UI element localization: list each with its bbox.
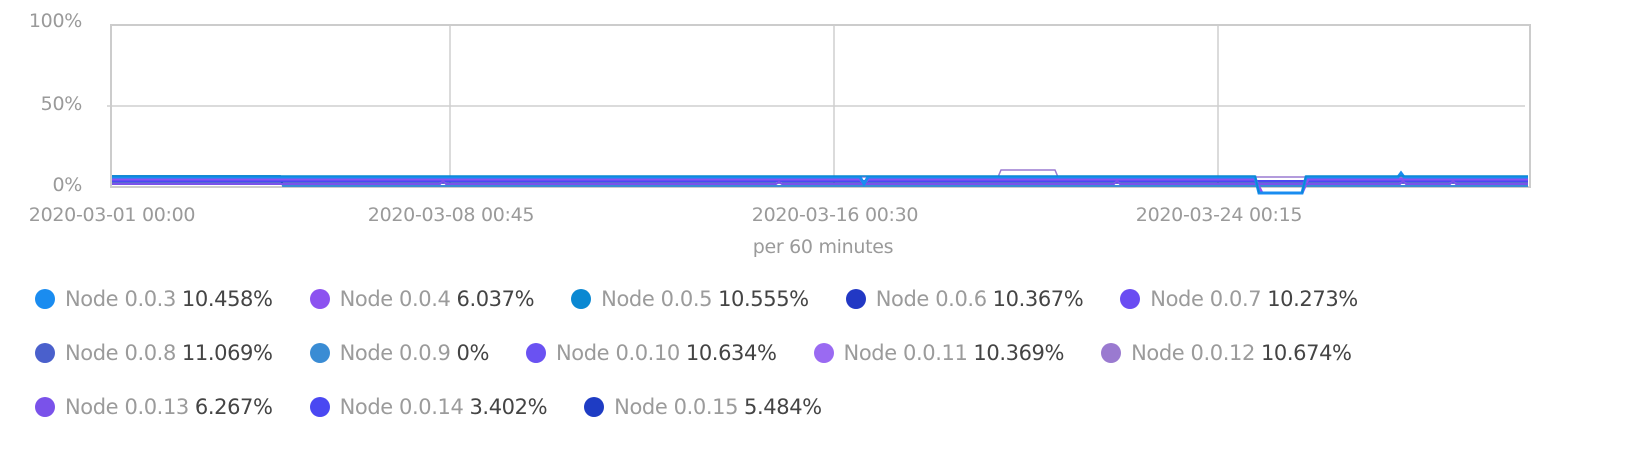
series-node-0-0-5 — [112, 175, 1528, 194]
series-node-0-0-13 — [112, 179, 1528, 185]
legend-row: Node 0.0.8 11.069% Node 0.0.9 0% Node 0.… — [35, 326, 1595, 380]
legend-row: Node 0.0.13 6.267% Node 0.0.14 3.402% No… — [35, 380, 1595, 434]
legend-label: Node 0.0.8 — [65, 341, 176, 365]
legend-label: Node 0.0.7 — [1150, 287, 1262, 311]
series-dot-icon — [35, 397, 55, 417]
legend-value: 10.634% — [685, 341, 777, 365]
legend-value: 5.484% — [744, 395, 822, 419]
legend-item-node-0-0-7[interactable]: Node 0.0.7 10.273% — [1120, 287, 1358, 311]
series-dot-icon — [35, 289, 55, 309]
x-axis-title: per 60 minutes — [752, 236, 894, 258]
legend-value: 11.069% — [181, 341, 273, 365]
plot-area[interactable] — [0, 0, 1630, 200]
gridlines — [107, 25, 1525, 187]
legend-label: Node 0.0.13 — [65, 395, 189, 419]
legend-item-node-0-0-8[interactable]: Node 0.0.8 11.069% — [35, 341, 273, 365]
legend-label: Node 0.0.9 — [339, 341, 451, 365]
x-tick-3: 2020-03-24 00:15 — [1135, 204, 1303, 226]
y-tick-100: 100% — [28, 10, 82, 32]
series-dot-icon — [526, 343, 546, 363]
legend-row: Node 0.0.3 10.458% Node 0.0.4 6.037% Nod… — [35, 272, 1595, 326]
legend-label: Node 0.0.10 — [556, 341, 680, 365]
legend-label: Node 0.0.12 — [1131, 341, 1255, 365]
series-dot-icon — [584, 397, 605, 417]
legend-label: Node 0.0.4 — [339, 287, 451, 311]
legend-value: 10.458% — [181, 287, 273, 311]
series-dot-icon — [309, 397, 330, 417]
series-dot-icon — [571, 289, 592, 309]
x-tick-1: 2020-03-08 00:45 — [367, 204, 535, 226]
series-node-0-0-3 — [112, 170, 1528, 195]
x-tick-2: 2020-03-16 00:30 — [751, 204, 919, 226]
legend-item-node-0-0-5[interactable]: Node 0.0.5 10.555% — [571, 287, 809, 311]
series-dot-icon — [1120, 289, 1141, 309]
y-tick-50: 50% — [40, 93, 83, 115]
legend-item-node-0-0-12[interactable]: Node 0.0.12 10.674% — [1101, 341, 1352, 365]
series-dot-icon — [35, 343, 55, 363]
legend-label: Node 0.0.3 — [65, 287, 176, 311]
legend-label: Node 0.0.15 — [614, 395, 739, 419]
legend-value: 10.367% — [992, 287, 1084, 311]
series-dot-icon — [845, 289, 866, 309]
legend-item-node-0-0-14[interactable]: Node 0.0.14 3.402% — [309, 395, 548, 419]
legend-item-node-0-0-13[interactable]: Node 0.0.13 6.267% — [35, 395, 273, 419]
series-dot-icon — [309, 343, 330, 363]
series-dot-icon — [1101, 343, 1122, 363]
legend-label: Node 0.0.14 — [339, 395, 464, 419]
legend-value: 10.555% — [718, 287, 809, 311]
legend-value: 3.402% — [469, 395, 548, 419]
legend-value: 6.037% — [456, 287, 535, 311]
legend-value: 10.674% — [1260, 341, 1352, 365]
legend-label: Node 0.0.11 — [843, 341, 968, 365]
x-tick-0: 2020-03-01 00:00 — [28, 204, 196, 226]
series-lines — [112, 169, 1528, 195]
legend-item-node-0-0-9[interactable]: Node 0.0.9 0% — [309, 341, 489, 365]
series-dot-icon — [309, 289, 330, 309]
legend-item-node-0-0-4[interactable]: Node 0.0.4 6.037% — [309, 287, 535, 311]
legend: Node 0.0.3 10.458% Node 0.0.4 6.037% Nod… — [35, 272, 1595, 434]
y-tick-0: 0% — [52, 174, 82, 196]
legend-item-node-0-0-15[interactable]: Node 0.0.15 5.484% — [584, 395, 822, 419]
legend-item-node-0-0-10[interactable]: Node 0.0.10 10.634% — [526, 341, 777, 365]
legend-item-node-0-0-3[interactable]: Node 0.0.3 10.458% — [35, 287, 273, 311]
legend-value: 0% — [456, 341, 489, 365]
legend-value: 10.273% — [1267, 287, 1358, 311]
series-dot-icon — [813, 343, 834, 363]
legend-label: Node 0.0.5 — [601, 287, 713, 311]
legend-label: Node 0.0.6 — [875, 287, 987, 311]
legend-value: 10.369% — [973, 341, 1065, 365]
legend-item-node-0-0-11[interactable]: Node 0.0.11 10.369% — [813, 341, 1065, 365]
legend-item-node-0-0-6[interactable]: Node 0.0.6 10.367% — [845, 287, 1084, 311]
legend-value: 6.267% — [194, 395, 273, 419]
